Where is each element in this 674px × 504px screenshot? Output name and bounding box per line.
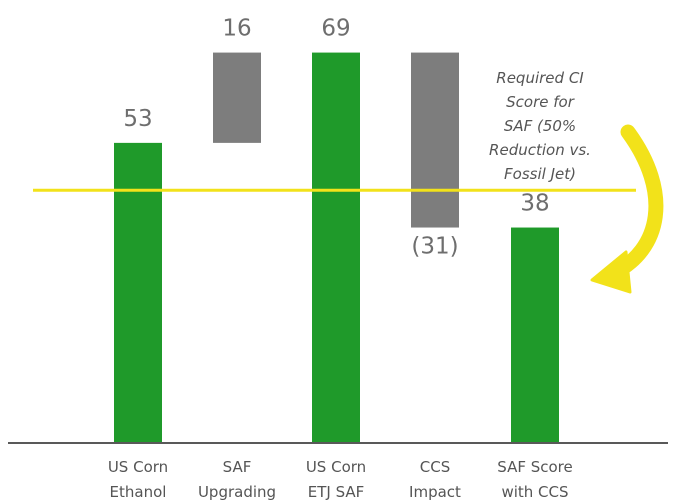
threshold-annotation-line-4: Reduction vs. [489,141,591,159]
category-label-4-line-1: CCS [420,458,450,476]
category-label-5-line-2: with CCS [501,483,568,501]
data-label-4: (31) [411,234,458,260]
curved-arrow-head-icon [590,250,632,294]
bar-5 [511,227,559,442]
category-label-4-line-2: Impact [409,483,461,501]
data-label-3: 69 [321,16,350,42]
data-label-5: 38 [520,191,549,217]
category-labels-layer: US Corn Ethanol SAF Upgrading US Corn ETJ SAF… [108,458,573,501]
category-label-2-line-2: Upgrading [198,483,276,501]
category-label-3-line-1: US Corn [306,458,366,476]
curved-arrow-shaft [604,124,664,282]
threshold-annotation-line-2: Score for [506,93,575,111]
annotation-layer: Required CI Score for SAF (50% Reduction vs… [489,69,664,294]
bar-3 [312,52,360,442]
bar-4 [411,52,459,228]
value-labels-layer: 53 16 69 (31) 38 [123,16,549,260]
bar-2 [213,52,261,143]
category-label-1-line-1: US Corn [108,458,168,476]
category-label-5-line-1: SAF Score [497,458,572,476]
bars-layer [8,52,668,444]
threshold-annotation-line-5: Fossil Jet) [504,165,576,183]
bar-1 [114,142,162,442]
category-label-2-line-1: SAF [223,458,252,476]
threshold-annotation-line-1: Required CI [496,69,584,87]
category-label-1-line-2: Ethanol [110,483,167,501]
data-label-1: 53 [123,106,152,132]
threshold-annotation-line-3: SAF (50% [504,117,576,135]
data-label-2: 16 [222,16,251,42]
category-label-3-line-2: ETJ SAF [308,483,365,501]
